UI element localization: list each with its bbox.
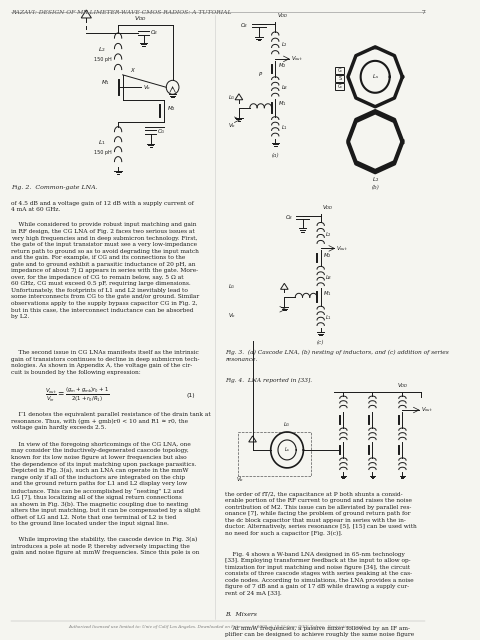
Text: 7: 7 <box>421 10 425 15</box>
Text: Γ1 denotes the equivalent parallel resistance of the drain tank at
resonance. Th: Γ1 denotes the equivalent parallel resis… <box>11 412 211 431</box>
Text: $V_b$: $V_b$ <box>143 83 151 92</box>
Text: $V_{DD}$: $V_{DD}$ <box>277 11 288 20</box>
Text: G: G <box>338 84 342 90</box>
Text: $C_G$: $C_G$ <box>157 127 166 136</box>
Text: At mmW frequencies, a passive mixer followed by an IF am-
plifier can be designe: At mmW frequencies, a passive mixer foll… <box>225 625 414 637</box>
Text: Fig. 2.  Common-gate LNA.: Fig. 2. Common-gate LNA. <box>11 184 97 189</box>
Text: $M_2$: $M_2$ <box>167 104 176 113</box>
Text: $M_1$: $M_1$ <box>101 78 110 86</box>
Text: Authorized licensed use limited to: Univ of Calif Los Angeles. Downloaded on Feb: Authorized licensed use limited to: Univ… <box>69 625 367 628</box>
Text: $V_b$: $V_b$ <box>228 311 236 320</box>
Text: The second issue in CG LNAs manifests itself as the intrinsic
gain of transistor: The second issue in CG LNAs manifests it… <box>11 350 199 375</box>
Text: $L_s$: $L_s$ <box>372 72 379 81</box>
Text: Fig. 3.  (a) Cascode LNA, (b) nesting of inductors, and (c) addition of series
r: Fig. 3. (a) Cascode LNA, (b) nesting of … <box>225 350 449 362</box>
Text: $L_G$: $L_G$ <box>283 420 291 429</box>
Text: $M_1$: $M_1$ <box>278 99 287 108</box>
Text: $L_1$: $L_1$ <box>325 313 332 322</box>
Text: 150 pH: 150 pH <box>95 58 112 62</box>
Text: $V_{DD}$: $V_{DD}$ <box>323 204 334 212</box>
Bar <box>335 67 344 74</box>
Text: $L_2$: $L_2$ <box>372 175 379 184</box>
Text: $L_2$: $L_2$ <box>281 40 288 49</box>
Text: $L_B$: $L_B$ <box>325 273 333 282</box>
Text: $M_1$: $M_1$ <box>324 289 332 298</box>
Text: Fig. 4.  LNA reported in [33].: Fig. 4. LNA reported in [33]. <box>225 378 312 383</box>
Text: (a): (a) <box>272 152 279 158</box>
Text: the order of fT/2, the capacitance at P both shunts a consid-
erable portion of : the order of fT/2, the capacitance at P … <box>225 492 417 536</box>
Text: $M_2$: $M_2$ <box>278 61 287 70</box>
Bar <box>335 76 344 83</box>
Text: $V_{out}$: $V_{out}$ <box>336 244 348 253</box>
Text: $L_G$: $L_G$ <box>228 282 236 291</box>
Text: G: G <box>338 68 342 74</box>
Text: $L_1$: $L_1$ <box>281 124 288 132</box>
Text: $C_B$: $C_B$ <box>286 214 293 223</box>
Text: $V_b$: $V_b$ <box>236 476 244 484</box>
Text: $L_2$: $L_2$ <box>325 230 332 239</box>
Text: (1): (1) <box>187 392 195 397</box>
Text: P: P <box>259 72 262 77</box>
Text: While improving the stability, the cascode device in Fig. 3(a)
introduces a pole: While improving the stability, the casco… <box>11 537 199 555</box>
Text: $V_{out}$: $V_{out}$ <box>420 406 432 415</box>
Text: $L_1$: $L_1$ <box>98 138 106 147</box>
Text: $L_G$: $L_G$ <box>371 44 379 53</box>
Text: While considered to provide robust input matching and gain
in RF design, the CG : While considered to provide robust input… <box>11 223 199 319</box>
Text: In view of the foregoing shortcomings of the CG LNA, one
may consider the induct: In view of the foregoing shortcomings of… <box>11 442 200 527</box>
Text: Fig. 4 shows a W-band LNA designed in 65-nm technology
[33]. Employing transform: Fig. 4 shows a W-band LNA designed in 65… <box>225 552 414 596</box>
Text: $V_{out}$: $V_{out}$ <box>291 54 302 63</box>
Text: $\frac{V_{out}}{V_{in}} = \frac{(g_m+g_{mb})r_0+1}{2(1+r_0/R_1)}$: $\frac{V_{out}}{V_{in}} = \frac{(g_m+g_{… <box>46 386 110 404</box>
Text: RAZAVI: DESIGN OF MILLIMETER-WAVE CMOS RADIOS: A TUTORIAL: RAZAVI: DESIGN OF MILLIMETER-WAVE CMOS R… <box>11 10 231 15</box>
Text: $L_G$: $L_G$ <box>228 93 236 102</box>
Text: B.  Mixers: B. Mixers <box>225 612 257 616</box>
Bar <box>335 83 344 90</box>
Text: $L_s$: $L_s$ <box>284 445 290 454</box>
Text: $V_{DD}$: $V_{DD}$ <box>396 381 408 390</box>
Text: $V_b$: $V_b$ <box>228 121 236 130</box>
Text: $L_B$: $L_B$ <box>281 83 288 92</box>
Text: (c): (c) <box>317 340 324 346</box>
Text: of 4.5 dB and a voltage gain of 12 dB with a supply current of
4 mA at 60 GHz.: of 4.5 dB and a voltage gain of 12 dB wi… <box>11 200 193 212</box>
Text: S: S <box>338 76 341 81</box>
Text: (b): (b) <box>372 184 379 189</box>
Text: $L_2$: $L_2$ <box>98 45 106 54</box>
Text: 150 pH: 150 pH <box>95 150 112 155</box>
Text: $M_2$: $M_2$ <box>324 251 332 260</box>
Text: $C_B$: $C_B$ <box>240 21 248 30</box>
Text: $V_{DD}$: $V_{DD}$ <box>134 14 147 23</box>
Text: $C_B$: $C_B$ <box>150 28 158 37</box>
Text: X: X <box>130 68 133 73</box>
